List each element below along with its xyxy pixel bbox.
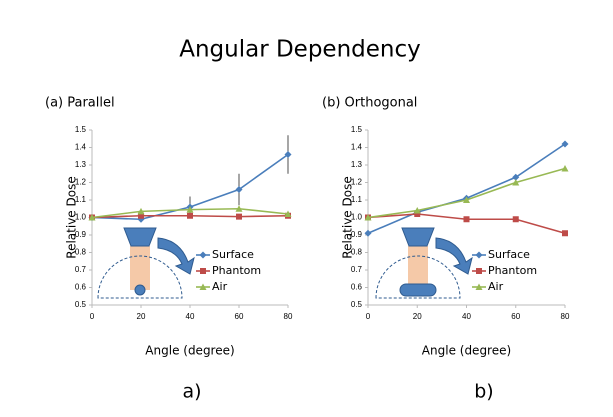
legend-marker xyxy=(199,283,207,290)
x-axis-label: Angle (degree) xyxy=(422,344,511,358)
marker xyxy=(186,206,194,213)
marker xyxy=(562,230,568,237)
y-tick-label: 0.7 xyxy=(75,265,87,274)
series-line xyxy=(367,167,566,219)
marker xyxy=(235,205,243,212)
legend-marker xyxy=(199,251,207,259)
phantom-outline xyxy=(375,255,461,299)
y-tick-label: 0.9 xyxy=(351,230,363,239)
rotation-arrow xyxy=(435,237,473,275)
x-tick-label: 40 xyxy=(186,312,195,321)
marker xyxy=(561,165,569,172)
chart-title: (a) Parallel xyxy=(45,96,115,111)
y-tick-label: 1.0 xyxy=(75,213,87,222)
y-tick-label: 1.3 xyxy=(75,160,87,169)
y-tick-label: 0.6 xyxy=(351,283,363,292)
marker xyxy=(187,212,193,219)
x-tick-label: 0 xyxy=(90,312,95,321)
marker xyxy=(561,140,569,148)
y-tick-label: 1.4 xyxy=(351,143,363,152)
y-tick-label: 1.1 xyxy=(351,195,363,204)
y-axis-label: Relative Dose xyxy=(341,176,355,258)
x-tick-label: 60 xyxy=(511,312,520,321)
legend-marker xyxy=(475,251,483,259)
y-tick-label: 0.8 xyxy=(351,248,363,257)
legend-marker xyxy=(476,268,482,274)
y-tick-label: 1.0 xyxy=(351,213,363,222)
y-tick-label: 1.1 xyxy=(75,195,87,204)
marker xyxy=(512,216,519,223)
x-tick-label: 60 xyxy=(235,312,244,321)
marker xyxy=(413,207,421,214)
phantom-outline xyxy=(97,255,183,299)
schematic-icon xyxy=(375,227,473,299)
marker xyxy=(235,186,243,193)
beam xyxy=(130,246,150,290)
y-tick-label: 1.4 xyxy=(75,143,87,152)
y-tick-label: 0.5 xyxy=(351,300,363,309)
x-tick-label: 80 xyxy=(284,312,293,321)
legend-marker xyxy=(475,283,483,290)
beam xyxy=(408,246,428,290)
x-tick-label: 80 xyxy=(561,312,570,321)
marker xyxy=(88,214,96,221)
x-tick-label: 40 xyxy=(462,312,471,321)
probe xyxy=(401,227,435,247)
y-tick-label: 1.5 xyxy=(75,125,87,134)
legend-label: Phantom xyxy=(488,264,537,277)
detector xyxy=(399,283,437,297)
y-axis-label: Relative Dose xyxy=(65,176,79,258)
y-tick-label: 1.2 xyxy=(351,178,363,187)
rotation-arrow xyxy=(157,237,195,275)
probe xyxy=(123,227,157,247)
caption: a) xyxy=(182,381,201,403)
y-tick-label: 1.3 xyxy=(351,160,363,169)
y-tick-label: 1.2 xyxy=(75,178,87,187)
marker xyxy=(512,179,520,186)
y-tick-label: 0.8 xyxy=(75,248,87,257)
x-tick-label: 20 xyxy=(413,312,422,321)
marker xyxy=(284,151,292,158)
marker xyxy=(236,213,242,220)
y-tick-label: 0.9 xyxy=(75,230,87,239)
y-tick-label: 0.6 xyxy=(75,283,87,292)
legend-label: Surface xyxy=(212,248,254,261)
legend-label: Air xyxy=(488,280,504,293)
marker xyxy=(364,214,372,221)
x-tick-label: 20 xyxy=(137,312,146,321)
x-tick-label: 0 xyxy=(366,312,371,321)
detector xyxy=(134,284,146,296)
marker xyxy=(137,207,145,215)
legend-label: Surface xyxy=(488,248,530,261)
schematic-icon xyxy=(97,227,195,299)
legend-marker xyxy=(200,268,206,274)
marker xyxy=(512,173,520,181)
marker xyxy=(414,211,421,217)
y-tick-label: 0.7 xyxy=(351,265,363,274)
chart-title: (b) Orthogonal xyxy=(322,96,417,111)
legend-label: Air xyxy=(212,280,228,293)
x-axis-label: Angle (degree) xyxy=(145,344,234,358)
marker xyxy=(284,210,292,217)
y-tick-label: 1.5 xyxy=(351,125,363,134)
marker xyxy=(463,196,470,203)
marker xyxy=(364,229,372,237)
caption: b) xyxy=(474,381,493,403)
y-tick-label: 0.5 xyxy=(75,300,87,309)
marker xyxy=(463,216,470,223)
legend-label: Phantom xyxy=(212,264,261,277)
figure-title: Angular Dependency xyxy=(179,37,421,63)
marker xyxy=(138,212,144,219)
